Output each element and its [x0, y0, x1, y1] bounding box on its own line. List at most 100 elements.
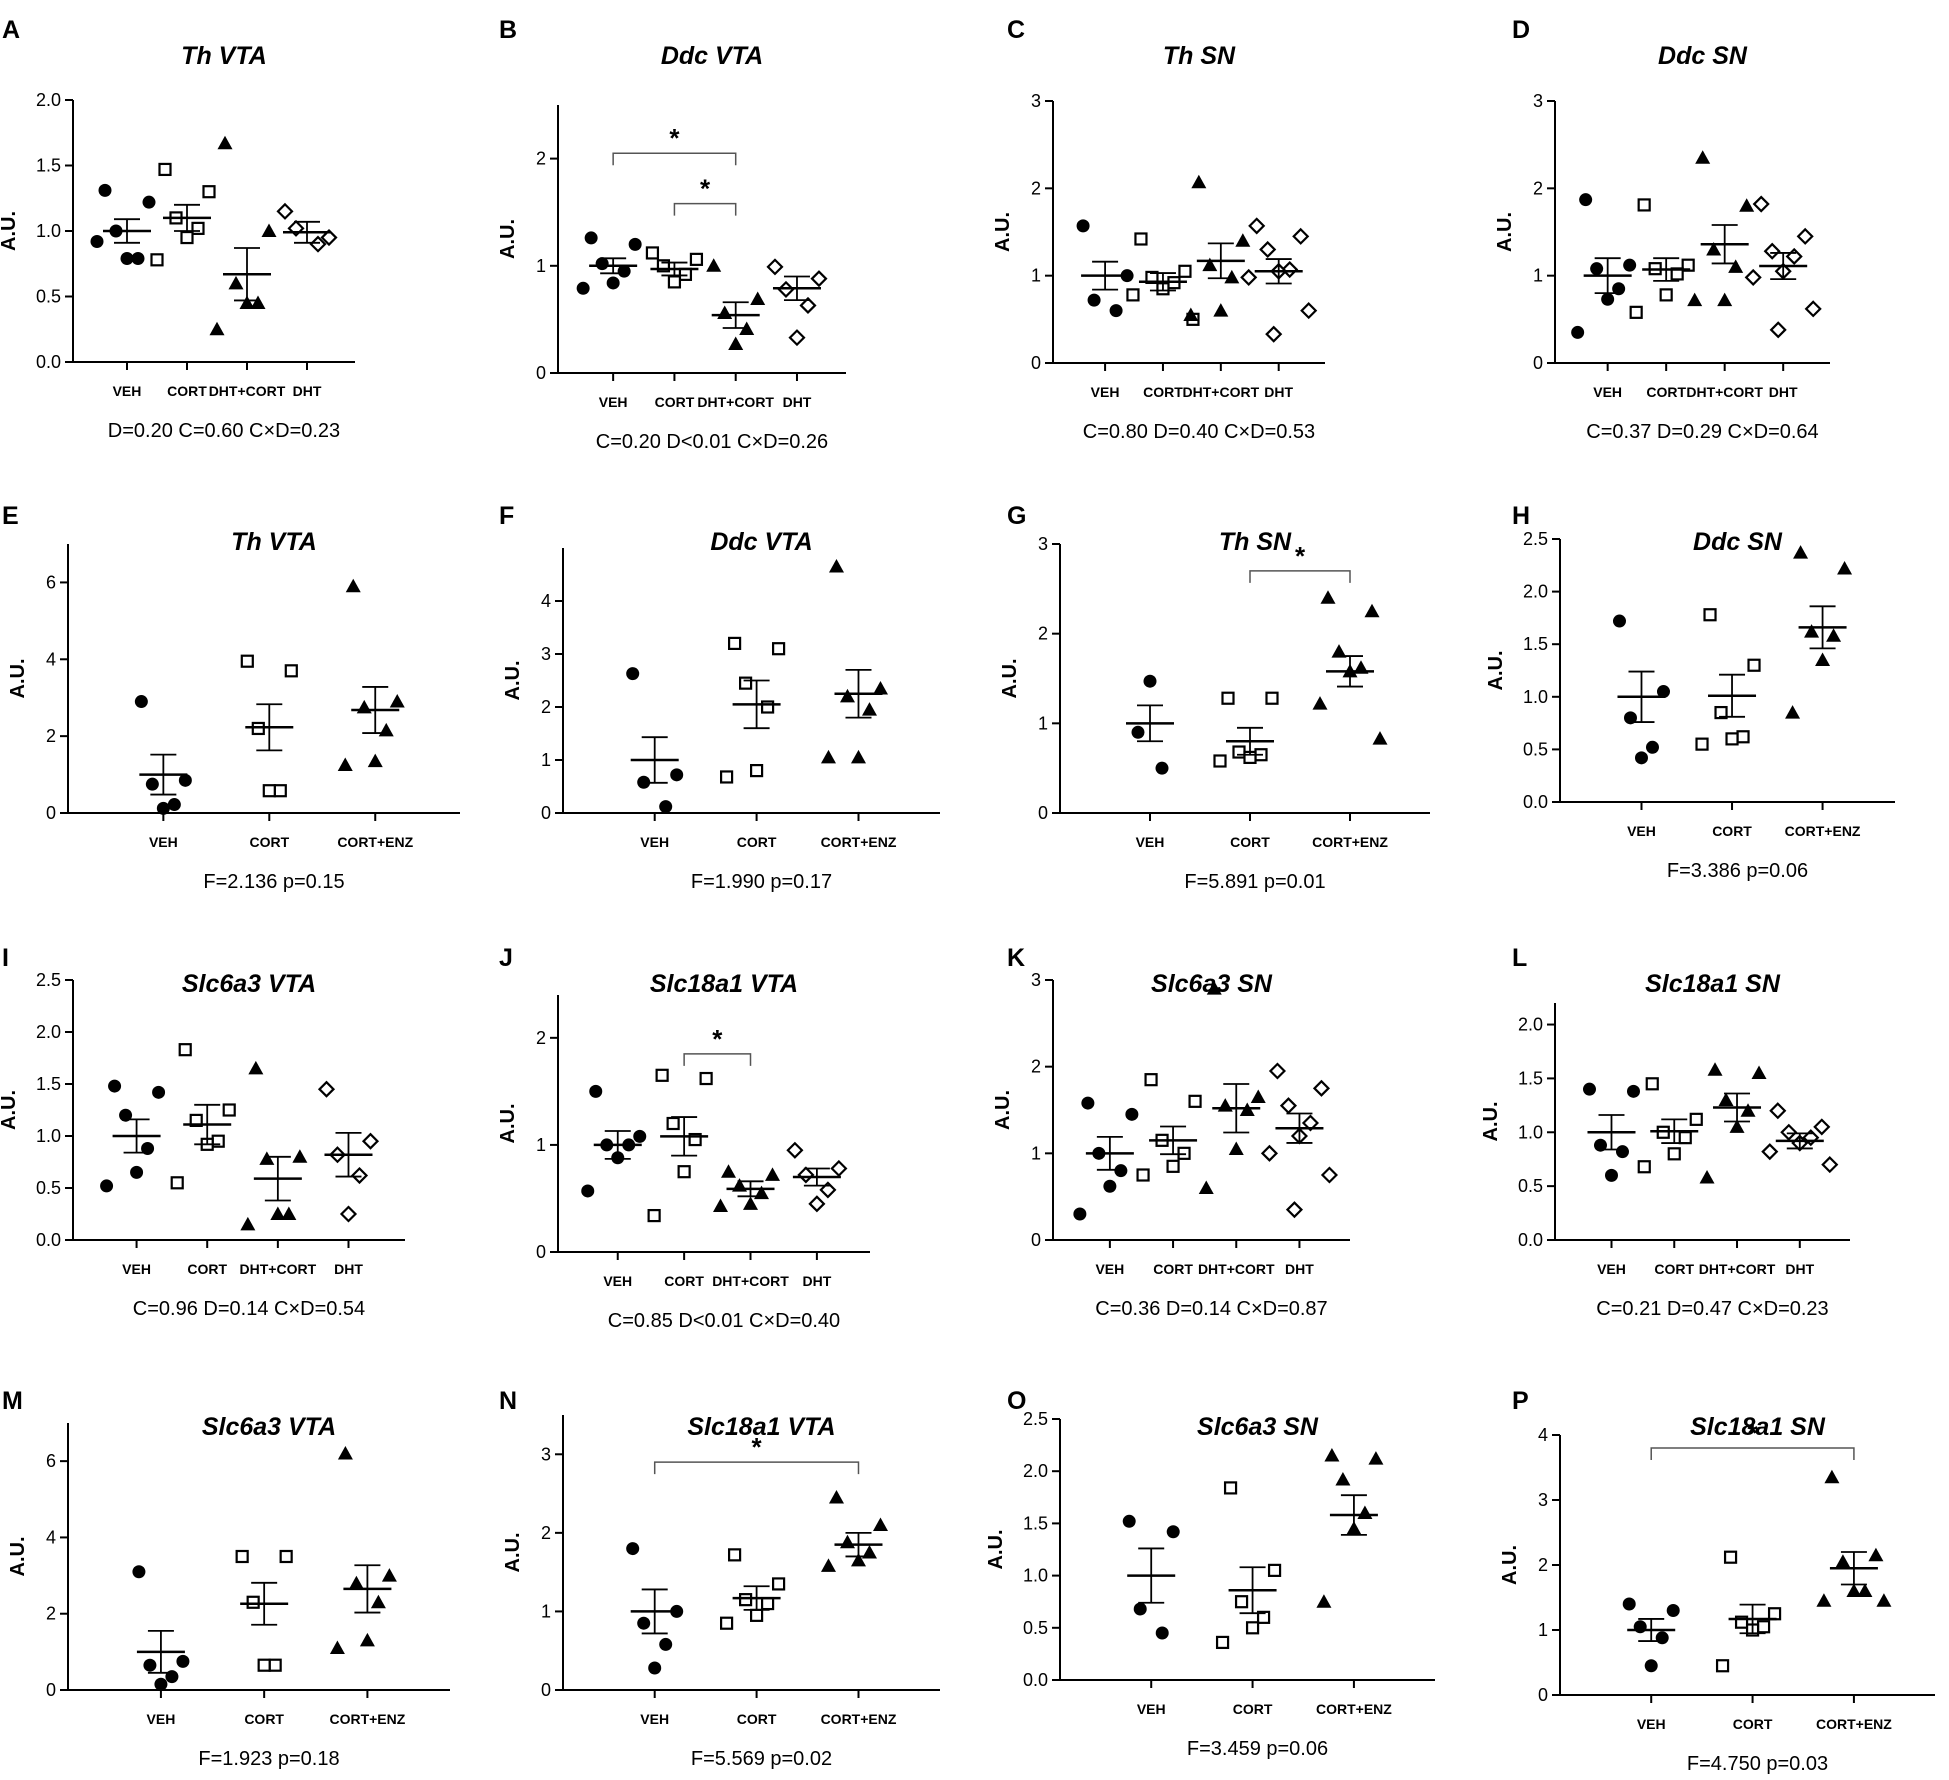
panel-i-cat-3-point-0 [317, 1080, 336, 1098]
significance-bracket [653, 1461, 860, 1475]
panel-b-cat-1-point-3 [678, 267, 693, 281]
panel-f-cat-1-point-4 [749, 763, 764, 778]
panel-b-cat-2-point-4 [728, 336, 744, 351]
panel-b-cat-2-point-0 [706, 258, 722, 272]
chart-panel-b: B Ddc VTA 0 1 2 A.U. VEH CORT DHT+CORT DHT * * C=0.2… [497, 16, 846, 453]
y-tick-label: 0 [46, 1680, 56, 1700]
panel-p-cat-2-point-5 [1816, 1593, 1832, 1607]
panel-l-cat-0-point-2 [1593, 1138, 1607, 1152]
panel-letter-p: P [1512, 1387, 1529, 1415]
panel-n-cat-0-point-0 [626, 1542, 640, 1556]
y-axis-label: A.U. [985, 1530, 1007, 1570]
panel-n-cat-0-point-3 [659, 1637, 673, 1651]
panel-l-cat-2-point-3 [1740, 1103, 1756, 1117]
panel-j-cat-1-point-1 [699, 1071, 713, 1086]
y-tick-label: 1.5 [36, 1074, 61, 1094]
panel-letter-d: D [1512, 16, 1530, 44]
y-tick-label: 3 [1038, 534, 1048, 554]
panel-h-cat-1-point-3 [1736, 730, 1750, 744]
significance-bracket [673, 202, 737, 216]
y-axis-label: A.U. [502, 661, 524, 701]
x-tick-label: DHT+CORT [1198, 1261, 1275, 1277]
y-tick-label: 1 [1031, 1143, 1041, 1163]
y-axis-label: A.U. [0, 211, 20, 251]
panel-c-cat-1-point-0 [1134, 232, 1148, 246]
panel-j-cat-3-point-4 [808, 1195, 826, 1213]
y-tick-label: 1.0 [1518, 1122, 1543, 1142]
panel-l-cat-3-point-0 [1769, 1102, 1787, 1120]
chart-title: Ddc VTA [710, 528, 812, 556]
panel-a-cat-2-point-1 [261, 223, 277, 237]
panel-g-cat-2-point-0 [1320, 590, 1336, 604]
significance-star: * [752, 1432, 763, 1462]
panel-n-cat-2-point-5 [820, 1558, 836, 1572]
panel-g-cat-2-point-6 [1372, 731, 1388, 745]
panel-e-cat-2-point-5 [337, 757, 353, 771]
panel-e-cat-1-point-0 [240, 654, 254, 668]
panel-a-cat-0-point-3 [131, 252, 145, 266]
y-tick-label: 1.5 [1523, 634, 1548, 654]
panel-a-cat-2-point-0 [217, 135, 233, 150]
x-tick-label: DHT+CORT [1699, 1261, 1776, 1277]
panel-b-cat-0-point-4 [606, 276, 620, 290]
panel-i-cat-2-point-0 [248, 1060, 264, 1075]
panel-f-cat-1-point-5 [719, 770, 734, 784]
panel-k-cat-2-point-1 [1250, 1089, 1266, 1103]
panel-h-cat-1-point-4 [1725, 732, 1739, 746]
x-tick-label: CORT [737, 834, 777, 850]
y-tick-label: 0 [1031, 1230, 1041, 1250]
panel-n-cat-1-point-0 [727, 1548, 742, 1562]
chart-title: Slc6a3 SN [1197, 1413, 1319, 1441]
y-tick-label: 0.5 [36, 287, 61, 307]
x-tick-label: CORT+ENZ [821, 1711, 897, 1727]
x-tick-label: CORT [1233, 1701, 1273, 1717]
x-tick-label: DHT [783, 394, 812, 410]
y-axis-label: A.U. [497, 219, 519, 259]
panel-j-cat-1-point-0 [655, 1068, 669, 1082]
panel-i-cat-0-point-0 [108, 1079, 122, 1093]
significance-bracket [1249, 570, 1351, 583]
panel-letter-k: K [1007, 944, 1025, 972]
panel-e-cat-2-point-4 [367, 753, 383, 768]
chart-panel-l: L Slc18a1 SN 0.0 0.5 1.0 1.5 2.0 A.U. VEH CORT DHT… [1480, 944, 1850, 1320]
significance-star: * [1295, 541, 1306, 571]
y-tick-label: 6 [46, 572, 56, 592]
panel-o-cat-1-point-1 [1267, 1563, 1282, 1577]
x-tick-label: CORT [1733, 1716, 1773, 1732]
panel-c-cat-3-point-2 [1259, 240, 1277, 259]
y-axis-label: A.U. [0, 1090, 20, 1130]
y-tick-label: 2 [536, 1028, 546, 1048]
panel-a-cat-1-point-0 [158, 162, 172, 177]
y-axis-label: A.U. [1499, 1545, 1521, 1585]
panel-p-cat-0-point-3 [1655, 1631, 1669, 1645]
x-tick-label: DHT+CORT [697, 394, 774, 410]
stats-caption: C=0.20 D<0.01 C×D=0.26 [596, 431, 828, 453]
y-tick-label: 4 [46, 649, 56, 669]
y-tick-label: 0 [536, 1242, 546, 1262]
panel-p-cat-1-point-2 [1734, 1615, 1749, 1629]
panel-j-cat-1-point-5 [647, 1208, 661, 1223]
y-tick-label: 1.0 [36, 221, 61, 241]
y-tick-label: 2.5 [1023, 1409, 1048, 1429]
panel-m-cat-2-point-0 [337, 1446, 353, 1460]
panel-b-cat-1-point-4 [667, 275, 682, 289]
panel-letter-m: M [2, 1387, 23, 1415]
chart-title: Th VTA [231, 528, 317, 556]
panel-k-cat-1-point-4 [1166, 1159, 1180, 1173]
panel-i-cat-1-point-1 [222, 1103, 236, 1117]
panel-a-cat-2-point-3 [250, 295, 266, 310]
panel-b-cat-3-point-1 [810, 270, 828, 288]
y-tick-label: 0 [1533, 353, 1543, 373]
panel-k-cat-0-point-5 [1073, 1207, 1087, 1221]
x-tick-label: VEH [1137, 1701, 1166, 1717]
x-tick-label: CORT [1712, 823, 1752, 839]
panel-m-cat-1-point-1 [279, 1549, 293, 1564]
y-axis-label: A.U. [497, 1104, 519, 1144]
panel-c-cat-3-point-3 [1281, 260, 1299, 279]
panel-j-cat-2-point-5 [713, 1198, 729, 1212]
y-tick-label: 3 [541, 644, 551, 664]
y-tick-label: 1 [1533, 266, 1543, 286]
panel-b-cat-2-point-2 [717, 305, 733, 319]
panel-n-cat-1-point-4 [749, 1608, 764, 1622]
panel-o-cat-1-point-2 [1234, 1595, 1249, 1609]
